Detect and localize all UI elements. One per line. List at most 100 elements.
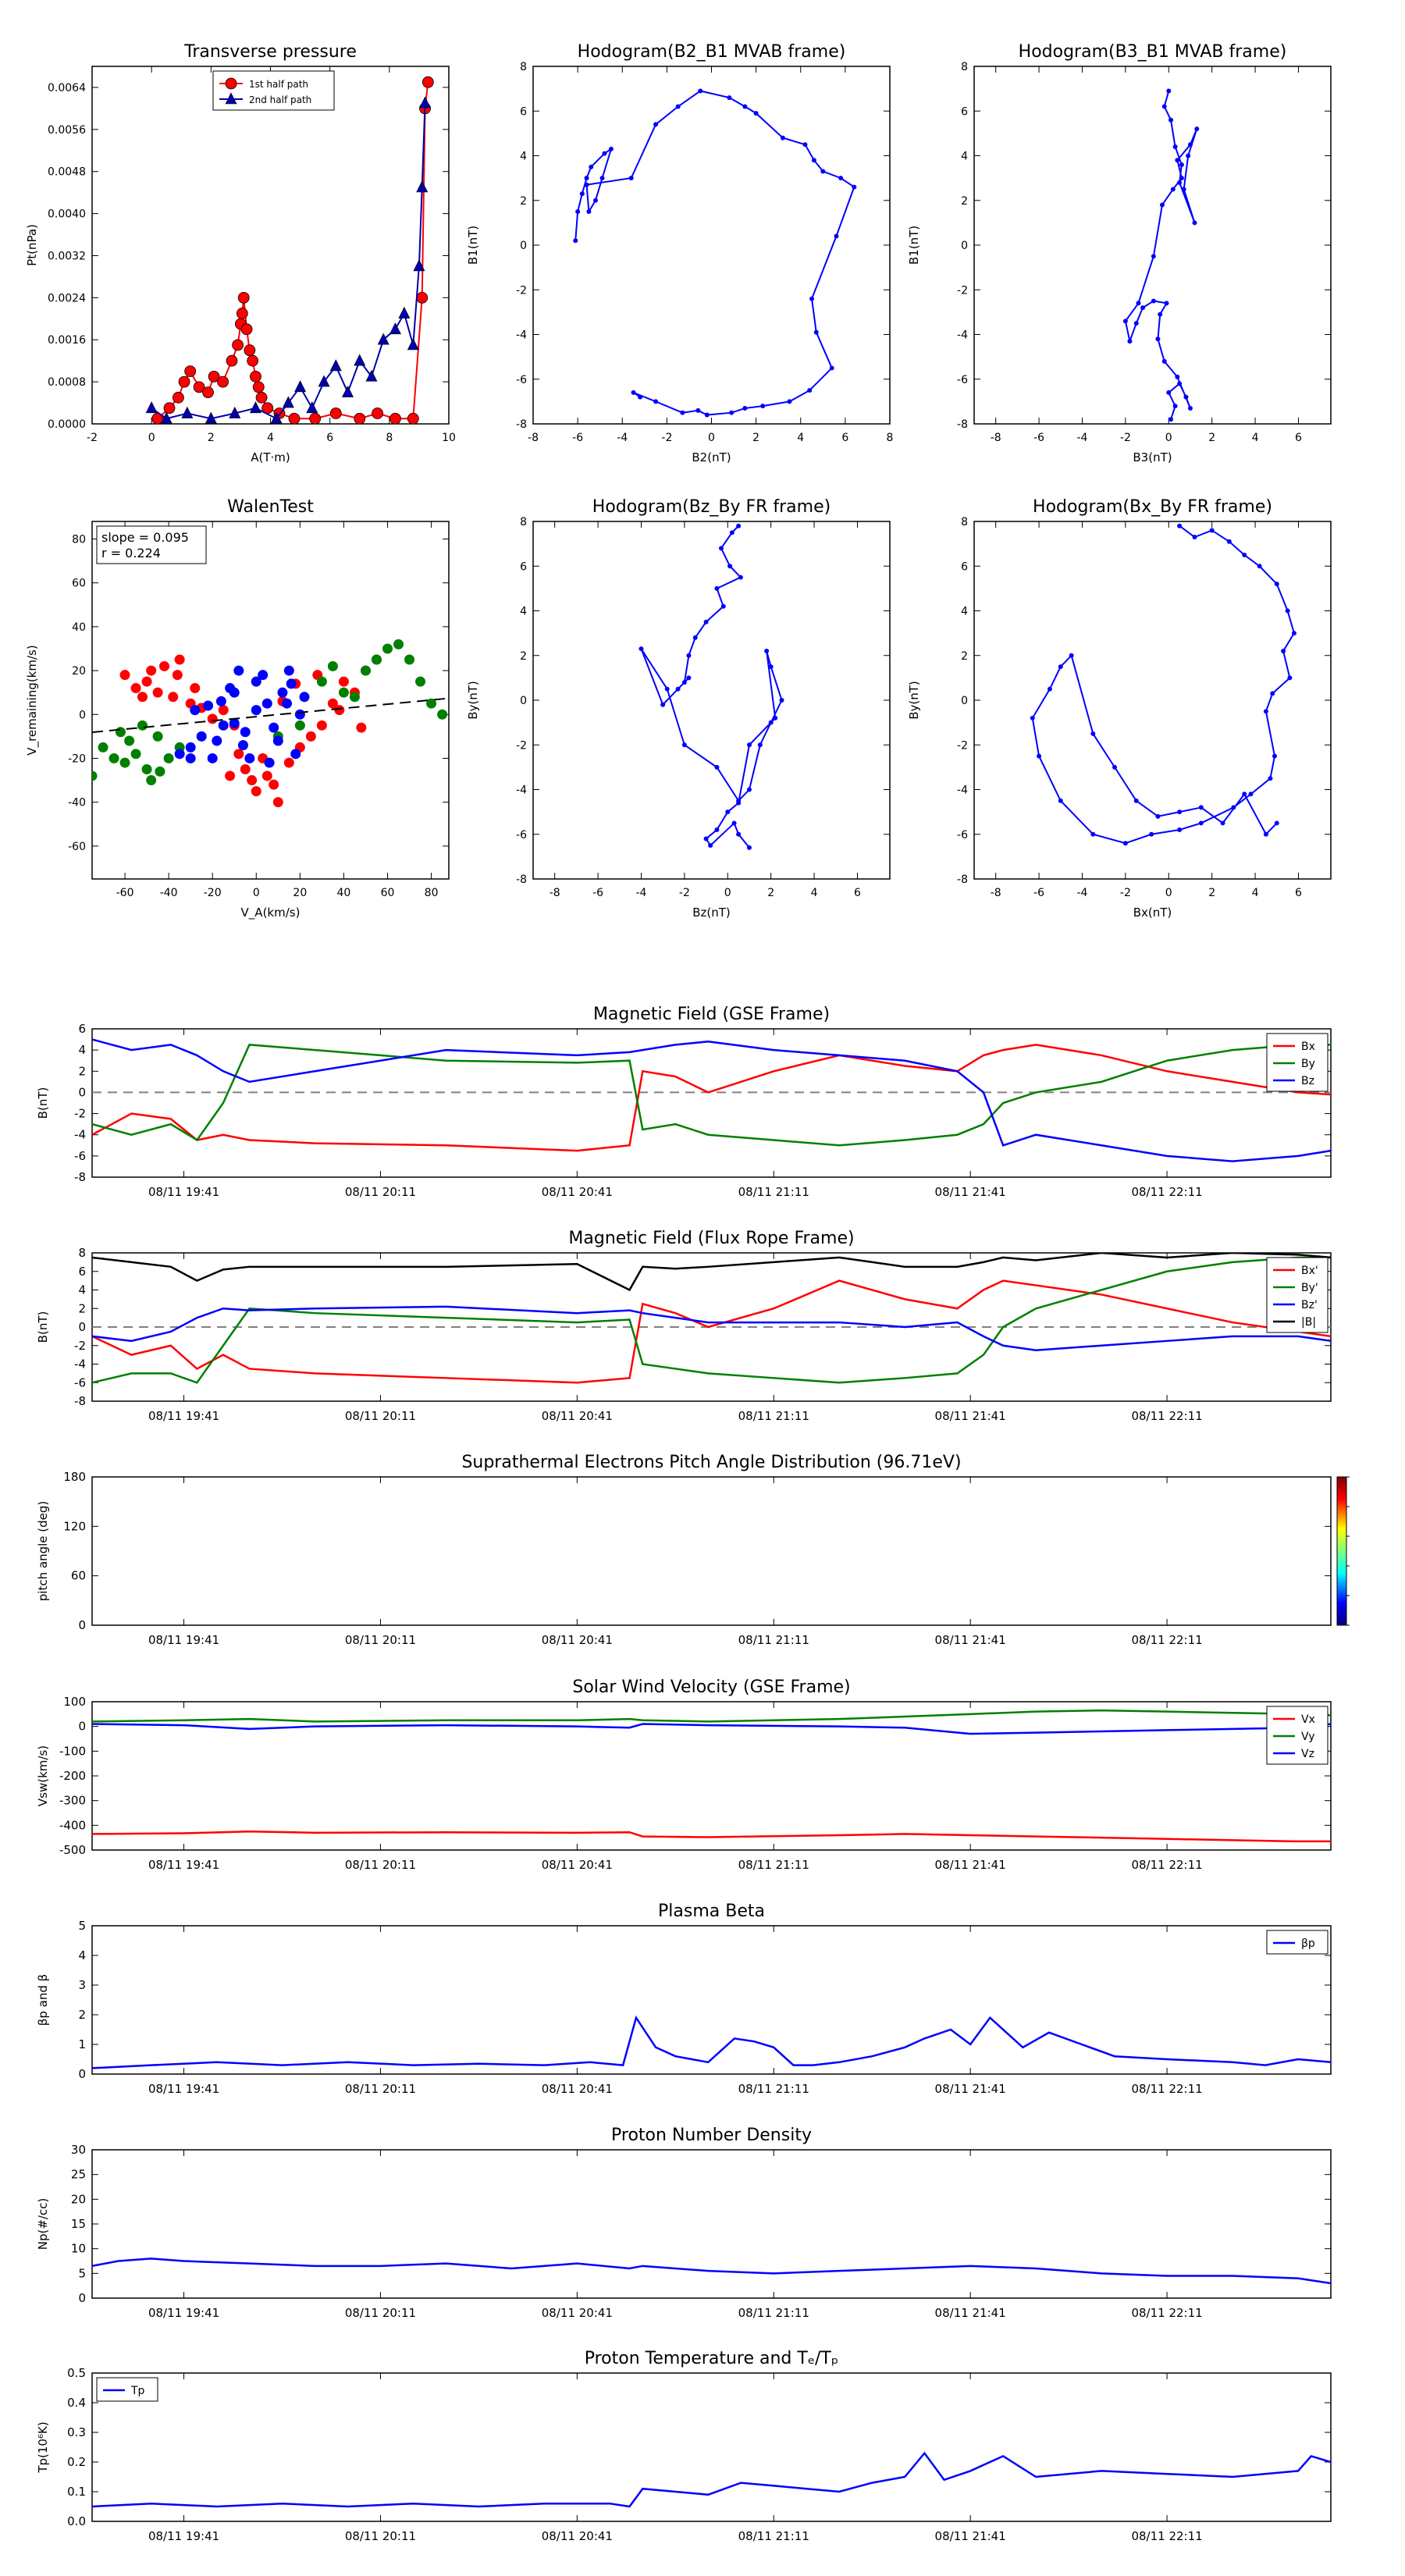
data-point bbox=[602, 151, 607, 156]
data-point bbox=[318, 375, 330, 387]
x-tick-label: 2 bbox=[767, 887, 774, 899]
data-point bbox=[327, 698, 338, 709]
x-tick-label: 08/11 21:11 bbox=[738, 2082, 809, 2096]
x-tick-label: 08/11 20:41 bbox=[542, 1185, 613, 1199]
data-point bbox=[244, 753, 255, 763]
data-point bbox=[1133, 798, 1139, 803]
data-point bbox=[1231, 805, 1236, 810]
data-point bbox=[393, 639, 404, 649]
data-point bbox=[1242, 552, 1247, 557]
x-tick-label: 2 bbox=[752, 432, 759, 444]
data-point bbox=[354, 412, 366, 424]
data-point bbox=[1177, 523, 1183, 528]
x-tick-label: 08/11 20:11 bbox=[345, 1409, 416, 1423]
data-point bbox=[251, 786, 261, 797]
data-point bbox=[852, 184, 857, 190]
x-tick-label: 4 bbox=[1252, 432, 1259, 444]
y-tick-label: 2 bbox=[78, 1064, 86, 1078]
panel-2: Hodogram(B3_B1 MVAB frame) -8 -6 -4 -2 0 2 4 6 -8… bbox=[907, 42, 1332, 464]
x-tick-label: 08/11 19:41 bbox=[148, 1409, 219, 1423]
series-line bbox=[92, 1044, 1331, 1147]
data-point bbox=[703, 619, 709, 624]
x-tick-label: 08/11 22:11 bbox=[1131, 1185, 1202, 1199]
data-point bbox=[703, 836, 709, 841]
x-tick-label: 0 bbox=[253, 887, 260, 899]
legend-label: Bx bbox=[1301, 1041, 1315, 1053]
x-tick-label: 6 bbox=[1295, 887, 1302, 899]
data-point bbox=[742, 104, 748, 109]
data-point bbox=[764, 649, 770, 654]
x-tick-label: 0 bbox=[148, 432, 155, 444]
y-tick-label: -8 bbox=[957, 873, 968, 886]
x-tick-label: 08/11 21:11 bbox=[738, 1409, 809, 1423]
x-tick-label: -4 bbox=[636, 887, 647, 899]
data-point bbox=[1161, 104, 1167, 109]
x-tick-label: -4 bbox=[1077, 432, 1088, 444]
data-point bbox=[1242, 792, 1247, 797]
data-point bbox=[174, 654, 185, 665]
x-tick-label: 08/11 20:11 bbox=[345, 1858, 416, 1872]
x-tick-label: 08/11 19:41 bbox=[148, 2529, 219, 2543]
plot-frame bbox=[973, 521, 1332, 880]
x-tick-label: -6 bbox=[1033, 432, 1044, 444]
x-tick-label: -4 bbox=[617, 432, 628, 444]
data-point bbox=[196, 731, 207, 742]
data-point bbox=[592, 197, 598, 203]
y-tick-label: 0 bbox=[78, 1085, 86, 1099]
y-tick-label: 0.4 bbox=[67, 2396, 86, 2410]
y-tick-label: -2 bbox=[516, 739, 527, 752]
data-point bbox=[225, 77, 237, 90]
data-point bbox=[1281, 649, 1286, 654]
x-tick-label: -2 bbox=[1120, 432, 1131, 444]
panel-6: Magnetic Field (GSE Frame) 08/11 19:41 08/… bbox=[36, 1005, 1332, 1199]
annotation-text: r = 0.224 bbox=[101, 546, 161, 560]
x-axis-label: Bz(nT) bbox=[692, 906, 731, 920]
data-point bbox=[1177, 180, 1183, 185]
data-point bbox=[1274, 820, 1279, 826]
data-point bbox=[1270, 691, 1275, 696]
data-point bbox=[681, 742, 687, 748]
data-point bbox=[247, 354, 259, 367]
data-point bbox=[1257, 564, 1262, 569]
data-point bbox=[1274, 582, 1279, 587]
data-point bbox=[1166, 88, 1172, 94]
data-point bbox=[251, 676, 261, 687]
x-tick-label: 08/11 22:11 bbox=[1131, 1858, 1202, 1872]
data-point bbox=[773, 715, 778, 720]
data-point bbox=[354, 354, 366, 366]
data-point bbox=[736, 523, 742, 528]
data-point bbox=[834, 233, 839, 239]
data-point bbox=[1179, 176, 1184, 181]
y-tick-label: -2 bbox=[957, 284, 968, 297]
chart-title: Hodogram(Bz_By FR frame) bbox=[592, 497, 831, 517]
data-point bbox=[92, 770, 98, 781]
y-tick-label: -4 bbox=[74, 1128, 86, 1142]
data-point bbox=[1263, 831, 1268, 837]
y-tick-label: -2 bbox=[957, 739, 968, 752]
y-tick-label: 4 bbox=[520, 151, 527, 163]
data-point bbox=[193, 381, 205, 393]
data-point bbox=[413, 259, 425, 272]
plot-frame bbox=[91, 1701, 1332, 1851]
data-point bbox=[660, 702, 666, 707]
data-point bbox=[686, 653, 692, 658]
panel-0: Transverse pressure -2 0 2 4 6 8 10 0.0000 0.0008… bbox=[25, 42, 456, 464]
data-point bbox=[181, 406, 194, 418]
data-point bbox=[299, 692, 310, 703]
data-point bbox=[225, 770, 236, 781]
data-point bbox=[838, 176, 844, 181]
x-tick-label: 2 bbox=[1208, 432, 1215, 444]
legend-label: Bx' bbox=[1301, 1265, 1318, 1277]
chart-title: Plasma Beta bbox=[658, 1902, 765, 1921]
legend-label: Vy bbox=[1301, 1731, 1315, 1743]
data-point bbox=[729, 410, 735, 415]
x-tick-label: 08/11 20:41 bbox=[542, 1633, 613, 1647]
x-tick-label: 08/11 19:41 bbox=[148, 2082, 219, 2096]
x-tick-label: -2 bbox=[1120, 887, 1131, 899]
y-tick-label: 8 bbox=[520, 516, 527, 528]
x-tick-label: 4 bbox=[811, 887, 818, 899]
data-point bbox=[813, 329, 819, 335]
data-point bbox=[240, 727, 251, 738]
data-point bbox=[675, 104, 681, 109]
data-point bbox=[1272, 753, 1277, 759]
